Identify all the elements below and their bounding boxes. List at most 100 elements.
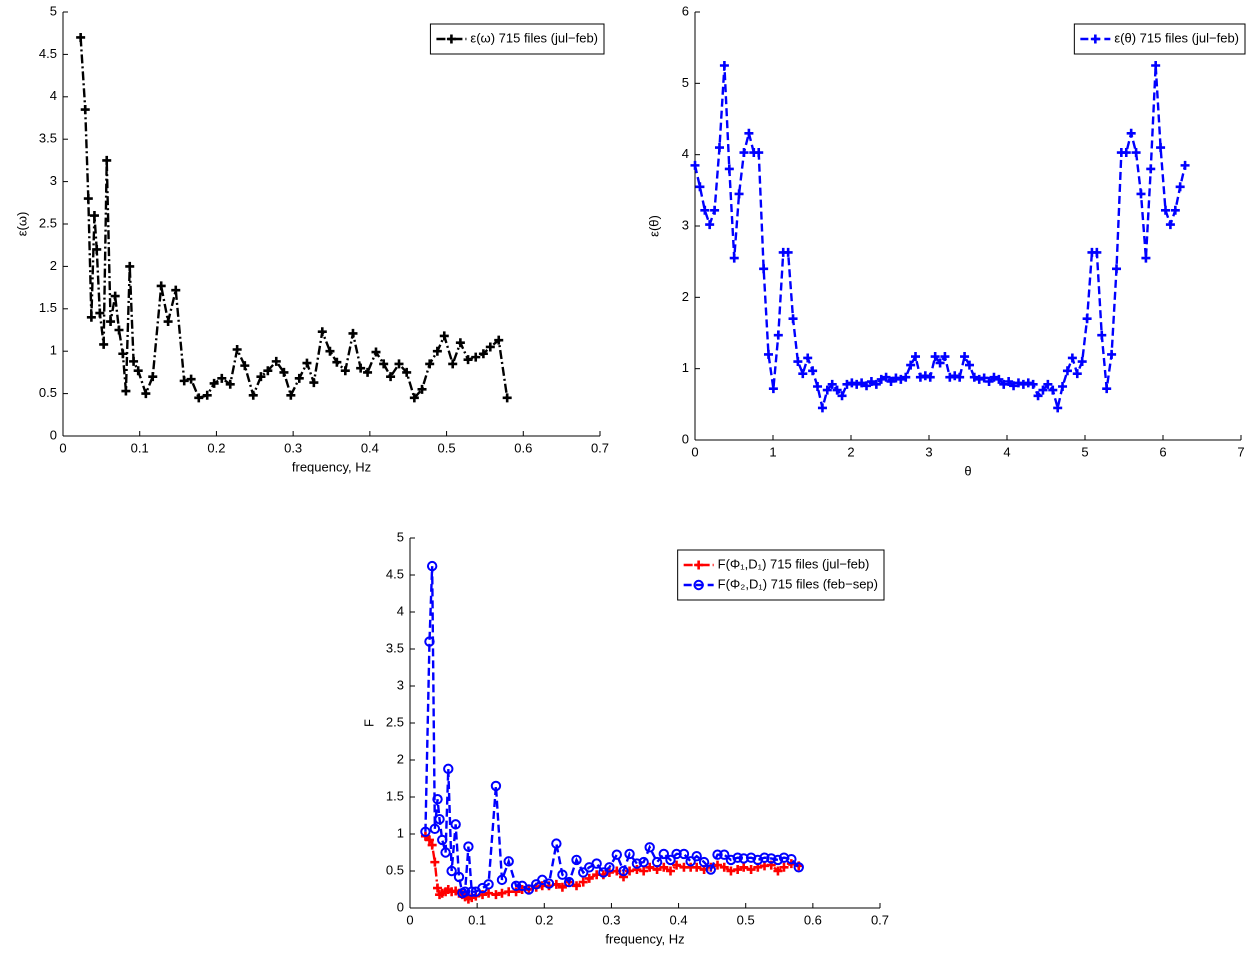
marker [994,374,1004,384]
y-tick-label: 3 [397,677,404,692]
marker [960,352,970,362]
marker [80,105,90,115]
marker [847,378,857,388]
marker [768,384,778,394]
marker [672,860,682,870]
marker [746,865,756,875]
y-tick-label: 4.5 [39,46,57,61]
y-tick-label: 0.5 [39,385,57,400]
series-line [79,37,509,401]
marker [551,838,562,849]
marker [440,847,451,858]
marker [624,848,635,860]
marker [779,862,789,872]
legend: ε(ω) 715 files (jul−feb) [429,23,605,55]
marker [263,366,273,376]
marker [1161,205,1170,215]
marker [671,848,682,860]
marker [302,358,312,368]
marker [808,366,818,376]
marker [955,372,965,382]
marker [133,366,143,376]
marker [491,890,501,900]
marker [659,862,669,872]
legend-label: ε(ω) 715 files (jul−feb) [470,30,598,45]
marker [466,886,477,897]
marker [644,842,655,853]
marker [563,876,575,888]
marker [446,34,456,44]
marker [503,856,514,867]
marker [1097,330,1107,340]
marker [430,857,440,867]
marker [163,317,173,327]
marker [1058,382,1068,391]
marker [478,349,488,359]
x-tick-label: 0.1 [131,440,149,455]
marker [803,353,813,363]
marker [572,881,582,891]
marker [443,763,454,775]
marker [690,160,700,170]
marker [186,374,196,384]
y-tick-label: 4 [682,146,689,161]
marker [446,865,457,877]
y-tick-label: 1 [397,825,404,840]
marker [232,345,242,355]
legend: F(Φ₁,D₁) 715 files (jul−feb) F(Φ₂,D₁) 715… [677,549,885,601]
marker [692,862,702,872]
marker [1136,189,1146,199]
x-tick-label: 0.4 [361,440,379,455]
marker [490,780,502,792]
marker [225,379,235,389]
x-tick-label: 0.6 [514,440,532,455]
marker [678,848,690,860]
marker [984,377,994,387]
marker [106,317,116,327]
marker [125,261,135,271]
y-tick-label: 2 [50,258,57,273]
marker [424,636,435,647]
marker [739,862,749,872]
marker [974,374,984,384]
marker [432,794,443,805]
marker [695,182,705,192]
y-tick-label: 3.5 [386,640,404,655]
marker [752,854,763,866]
marker [625,866,635,876]
marker [432,346,442,356]
marker [651,856,663,868]
marker [639,866,649,876]
marker [148,372,158,382]
marker [862,381,872,391]
marker [463,841,474,852]
y-tick-label: 1 [682,360,689,375]
y-tick-label: 5 [50,3,57,18]
marker [497,888,507,898]
marker [729,253,739,263]
x-axis-label: frequency, Hz [605,931,684,946]
marker [726,866,736,876]
y-tick-label: 0.5 [386,862,404,877]
marker [1033,391,1043,401]
marker [494,335,504,345]
marker [666,866,676,876]
marker [121,386,131,396]
marker [1102,384,1112,394]
marker [632,865,642,875]
marker [739,148,749,158]
marker [402,367,412,377]
marker [732,852,743,863]
x-tick-label: 0.5 [737,912,755,927]
marker [417,384,427,394]
x-axis-label: θ [964,463,971,478]
marker [766,853,777,864]
marker [437,834,448,846]
marker [759,264,769,274]
marker [611,849,622,860]
marker [571,854,582,866]
marker [935,358,945,368]
x-tick-label: 0 [406,912,413,927]
marker [455,338,465,348]
marker [827,379,837,389]
